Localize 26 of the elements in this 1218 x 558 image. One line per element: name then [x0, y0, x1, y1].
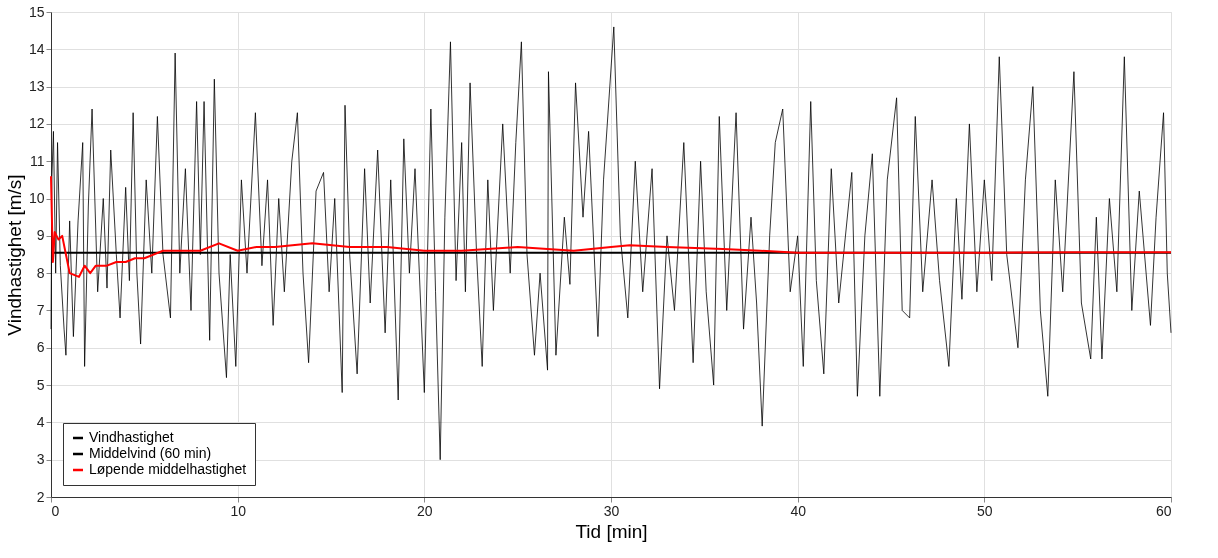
y-tick-label: 4: [36, 413, 45, 430]
x-tick-label: 0: [51, 502, 60, 519]
y-tick-label: 5: [36, 376, 45, 393]
x-tick-label: 60: [1155, 502, 1172, 519]
x-tick-label: 30: [603, 502, 620, 519]
y-tick-label: 7: [36, 301, 45, 318]
y-tick-label: 10: [28, 190, 45, 207]
x-tick-label: 40: [790, 502, 807, 519]
x-tick-label: 20: [417, 502, 433, 519]
y-tick-label: 9: [36, 227, 45, 244]
y-tick-label: 11: [29, 152, 45, 169]
y-axis-title: Vindhastighet [m/s]: [3, 174, 25, 336]
y-tick-label: 14: [28, 40, 45, 57]
y-tick-label: 2: [36, 488, 45, 505]
x-tick-label: 50: [977, 502, 993, 519]
legend-label: Vindhastighet: [89, 429, 174, 445]
y-tick-label: 6: [36, 339, 45, 356]
x-tick-label: 10: [230, 502, 247, 519]
y-tick-label: 13: [28, 78, 45, 95]
legend-label: Løpende middelhastighet: [89, 461, 247, 477]
y-tick-label: 3: [36, 451, 45, 468]
y-tick-label: 15: [28, 3, 45, 20]
y-tick-label: 12: [28, 115, 45, 132]
x-axis-title: Tid [min]: [575, 520, 648, 542]
y-tick-label: 8: [36, 264, 45, 281]
legend-label: Middelvind (60 min): [89, 445, 212, 461]
